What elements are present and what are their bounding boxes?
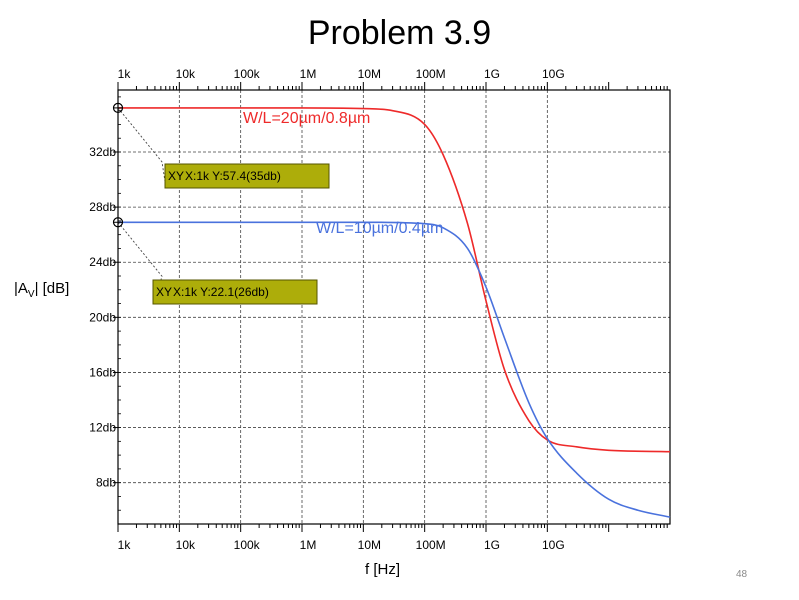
x-tick-label-bottom: 100k xyxy=(234,538,261,552)
series-label-wl10: W/L=10µm/0.4µm xyxy=(316,220,443,237)
y-tick-labels: 8db 12db 16db 20db 24db 28db 32db xyxy=(89,145,116,490)
cursor-readout-text: X:1k Y:22.1(26db) xyxy=(173,285,269,299)
x-tick-label-top: 10M xyxy=(358,67,381,81)
x-tick-label-bottom: 1M xyxy=(300,538,317,552)
cursor-leader-line xyxy=(117,107,167,189)
x-tick-label-top: 1k xyxy=(118,67,132,81)
series-label-wl20: W/L=20µm/0.8µm xyxy=(243,110,370,127)
plot-frame xyxy=(117,89,671,525)
y-tick-label: 12db xyxy=(89,421,116,435)
y-axis-label-tail: | [dB] xyxy=(34,280,70,297)
page-number: 48 xyxy=(736,569,748,580)
x-tick-label-top: 10k xyxy=(176,67,196,81)
y-axis-label: |AV| [dB] xyxy=(14,280,69,300)
x-tick-label-bottom: 10M xyxy=(358,538,381,552)
x-tick-label-bottom: 10G xyxy=(542,538,565,552)
x-tick-label-top: 100M xyxy=(416,67,446,81)
y-tick-label: 32db xyxy=(89,145,116,159)
cursor-readout-box xyxy=(164,163,330,189)
y-tick-label: 16db xyxy=(89,365,116,379)
y-tick-label: 24db xyxy=(89,255,116,269)
x-tick-label-top: 10G xyxy=(542,67,565,81)
x-tick-label-bottom: 1G xyxy=(484,538,500,552)
y-tick-label: 20db xyxy=(89,310,116,324)
y-tick-label: 8db xyxy=(96,476,116,490)
x-tick-label-bottom: 100M xyxy=(416,538,446,552)
x-tick-label-bottom: 10k xyxy=(176,538,196,552)
y-axis-label-sub: V xyxy=(27,289,35,300)
cursor-readout-prefix: XY xyxy=(168,169,184,183)
x-tick-label-top: 1G xyxy=(484,67,500,81)
cursor-readout-box xyxy=(152,279,318,305)
y-axis-label-main: |A xyxy=(14,280,28,297)
y-tick-label: 28db xyxy=(89,200,116,214)
x-axis-label: f [Hz] xyxy=(365,561,401,578)
x-tick-label-bottom: 1k xyxy=(118,538,132,552)
series-lines xyxy=(117,107,671,518)
series-line-wl20 xyxy=(117,107,671,453)
x-tick-labels: 1k 1k 10k 10k 100k 100k 1M 1M 10M 10M 100M 100M 1G 1G… xyxy=(118,67,565,552)
grid xyxy=(118,90,670,524)
x-tick-label-top: 1M xyxy=(300,67,317,81)
series-line-wl10 xyxy=(117,221,671,518)
cursor-readout-prefix: XY xyxy=(156,285,172,299)
x-tick-label-top: 100k xyxy=(234,67,261,81)
tick-marks xyxy=(113,82,668,532)
slide-title: Problem 3.9 xyxy=(307,14,492,52)
cursor-readout-text: X:1k Y:57.4(35db) xyxy=(185,169,281,183)
cursor-annotations: XY X:1k Y:57.4(35db)XY X:1k Y:22.1(26db) xyxy=(112,102,330,305)
series-labels: W/L=20µm/0.8µm W/L=10µm/0.4µm xyxy=(243,110,443,237)
